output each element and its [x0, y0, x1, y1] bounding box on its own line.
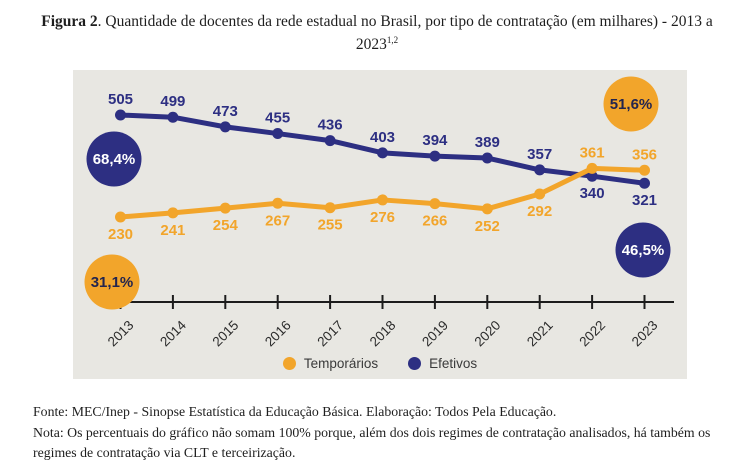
data-point [219, 202, 231, 214]
legend-label: Temporários [303, 356, 379, 371]
x-tick-label: 2022 [576, 318, 608, 350]
data-point-label: 505 [108, 91, 133, 108]
source-note: Fonte: MEC/Inep - Sinopse Estatística da… [33, 404, 557, 419]
chart-legend: Temporários Efetivos [73, 356, 687, 371]
data-point [167, 207, 179, 219]
x-tick-label: 2023 [629, 318, 661, 350]
methodology-note: Nota: Os percentuais do gráfico não soma… [33, 424, 711, 461]
data-point [272, 197, 284, 209]
data-point [324, 135, 336, 147]
temporarios-dot-icon [282, 357, 296, 370]
data-point-label: 403 [370, 129, 395, 146]
x-tick-label: 2013 [105, 318, 137, 350]
data-point [534, 188, 546, 200]
chart-panel: 2013 2014 2015 2016 2017 2018 2019 2020 2021 2022… [73, 70, 687, 379]
data-point-label: 455 [265, 110, 290, 127]
data-point [481, 203, 493, 215]
data-point-label: 241 [160, 222, 185, 239]
data-point [429, 198, 441, 210]
percent-circle [615, 222, 671, 278]
figure-title: Figura 2. Quantidade de docentes da rede… [37, 10, 717, 57]
legend-item-temporarios: Temporários [282, 356, 379, 371]
data-point-label: 357 [527, 146, 552, 163]
data-point [219, 121, 231, 133]
data-point [115, 211, 126, 223]
figure-title-text: . Quantidade de docentes da rede estadua… [97, 13, 713, 54]
data-point-label: 292 [527, 203, 552, 220]
data-point [639, 177, 650, 189]
data-point [481, 152, 493, 164]
percent-circle [603, 76, 659, 132]
data-point-label: 436 [318, 117, 343, 134]
data-point-label: 252 [475, 218, 500, 235]
data-point-label: 499 [160, 93, 185, 110]
percent-circle-label: 46,5% [622, 242, 665, 259]
data-point [586, 170, 598, 182]
efetivos-dot-icon [408, 357, 422, 370]
percent-circle-label: 51,6% [610, 96, 653, 113]
x-tick-label: 2015 [210, 318, 242, 350]
data-point [167, 111, 179, 123]
percent-circle-label: 68,4% [93, 151, 136, 168]
data-point [377, 194, 388, 206]
x-tick-label: 2016 [262, 318, 294, 350]
data-point-label: 340 [580, 185, 605, 202]
x-tick-label: 2019 [419, 318, 451, 350]
data-point-label: 255 [318, 217, 343, 234]
x-tick-label: 2021 [524, 318, 556, 350]
data-point [272, 128, 284, 140]
data-point-label: 266 [422, 213, 447, 230]
data-point [324, 202, 336, 214]
data-point-label: 321 [632, 192, 657, 209]
legend-label: Efetivos [429, 356, 478, 371]
percent-circle [84, 254, 140, 310]
data-point [534, 164, 546, 176]
legend-item-efetivos: Efetivos [408, 356, 477, 371]
data-point [586, 162, 598, 174]
x-tick-label: 2018 [367, 318, 399, 350]
data-point-label: 230 [108, 226, 133, 243]
data-point-label: 473 [213, 103, 238, 120]
data-point [429, 150, 441, 162]
data-point [115, 109, 126, 121]
figure-footer: Fonte: MEC/Inep - Sinopse Estatística da… [33, 402, 733, 464]
data-point-label: 254 [213, 217, 239, 234]
percent-circle-label: 31,1% [91, 274, 134, 291]
data-point-label: 389 [475, 134, 500, 151]
data-point-label: 356 [632, 146, 657, 163]
data-point-label: 361 [580, 144, 605, 161]
line-chart: 2013 2014 2015 2016 2017 2018 2019 2020 2021 2022… [73, 70, 687, 379]
x-tick-label: 2017 [314, 318, 346, 350]
data-point-label: 276 [370, 209, 395, 226]
figure-label: Figura 2 [41, 13, 98, 30]
x-tick-label: 2014 [157, 317, 189, 349]
percent-circle [86, 131, 142, 187]
data-point [639, 164, 650, 176]
x-tick-label: 2020 [472, 318, 504, 350]
data-point-label: 394 [422, 132, 448, 149]
data-point [377, 147, 388, 159]
data-point-label: 267 [265, 212, 290, 229]
figure-title-footnote-marker: 1,2 [386, 35, 399, 46]
